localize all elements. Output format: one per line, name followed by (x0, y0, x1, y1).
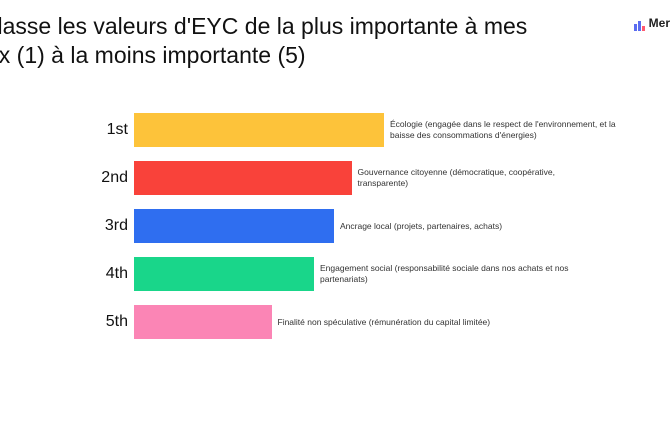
logo-text: Mer (648, 16, 670, 30)
bar (134, 209, 334, 243)
bar (134, 161, 352, 195)
bar-label: Écologie (engagée dans le respect de l'e… (390, 119, 616, 140)
title-line-2: ux (1) à la moins importante (5) (0, 42, 306, 68)
bar-label: Gouvernance citoyenne (démocratique, coo… (357, 167, 556, 188)
rank-label: 3rd (104, 217, 128, 234)
rank-label: 5th (105, 313, 128, 330)
chart-title: classe les valeurs d'EYC de la plus impo… (0, 12, 626, 70)
bar-label: Engagement social (responsabilité social… (320, 263, 569, 284)
bar (134, 113, 384, 147)
rank-label: 4th (105, 265, 128, 282)
title-line-1: classe les valeurs d'EYC de la plus impo… (0, 13, 528, 39)
bar (134, 305, 272, 339)
mentimeter-logo-icon (633, 18, 646, 31)
bar-label: Finalité non spéculative (rémunération d… (277, 316, 491, 327)
brand-logo: Mer (633, 16, 670, 31)
bar (134, 257, 314, 291)
rank-label: 2nd (101, 169, 128, 186)
rank-label: 1st (106, 121, 128, 138)
bar-label: Ancrage local (projets, partenaires, ach… (340, 220, 503, 231)
